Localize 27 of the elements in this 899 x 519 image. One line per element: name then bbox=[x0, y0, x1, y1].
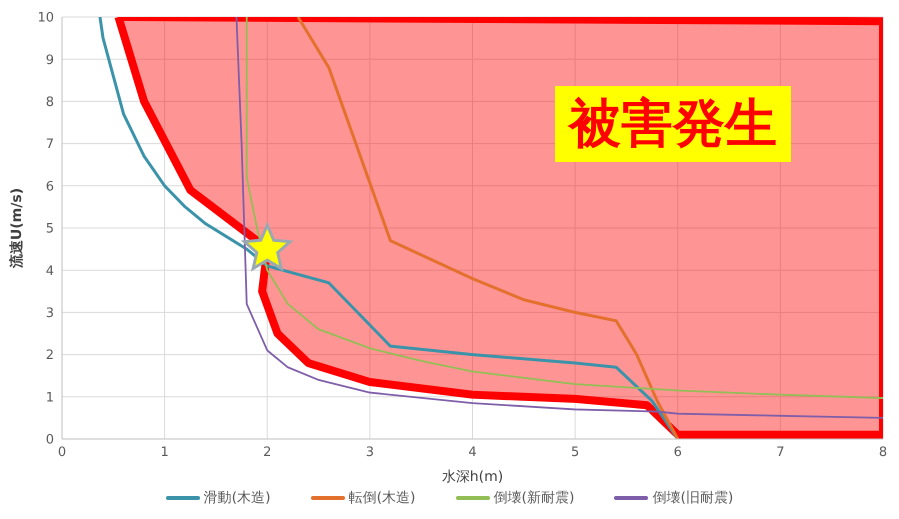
x-tick-label: 0 bbox=[58, 445, 66, 460]
y-tick-label: 10 bbox=[37, 10, 54, 26]
y-tick-label: 7 bbox=[46, 137, 54, 152]
legend-label: 倒壊(旧耐震) bbox=[652, 489, 734, 507]
x-tick-label: 3 bbox=[366, 445, 374, 460]
x-tick-label: 2 bbox=[263, 445, 272, 460]
legend-label: 転倒(木造) bbox=[348, 489, 416, 507]
legend-label: 倒壊(新耐震) bbox=[494, 489, 574, 507]
y-tick-label: 5 bbox=[46, 222, 54, 237]
y-tick-label: 8 bbox=[46, 95, 54, 110]
x-tick-label: 4 bbox=[468, 445, 477, 460]
x-tick-label: 5 bbox=[570, 445, 580, 460]
x-tick-label: 6 bbox=[674, 445, 682, 460]
legend-label: 滑動(木造) bbox=[204, 489, 271, 507]
y-tick-label: 3 bbox=[46, 306, 54, 322]
y-tick-label: 0 bbox=[46, 432, 54, 448]
y-tick-label: 6 bbox=[46, 179, 54, 194]
y-axis-title: 流速U(m/s) bbox=[8, 188, 25, 270]
y-tick-label: 1 bbox=[46, 390, 54, 406]
x-axis-title: 水深h(m) bbox=[442, 469, 504, 485]
x-tick-label: 1 bbox=[160, 445, 169, 460]
y-tick-label: 9 bbox=[46, 52, 54, 68]
y-tick-label: 2 bbox=[46, 348, 54, 364]
x-tick-label: 7 bbox=[776, 445, 785, 460]
x-tick-label: 8 bbox=[878, 445, 888, 460]
annotation: 被害発生 bbox=[555, 86, 791, 162]
y-tick-label: 4 bbox=[46, 264, 54, 279]
